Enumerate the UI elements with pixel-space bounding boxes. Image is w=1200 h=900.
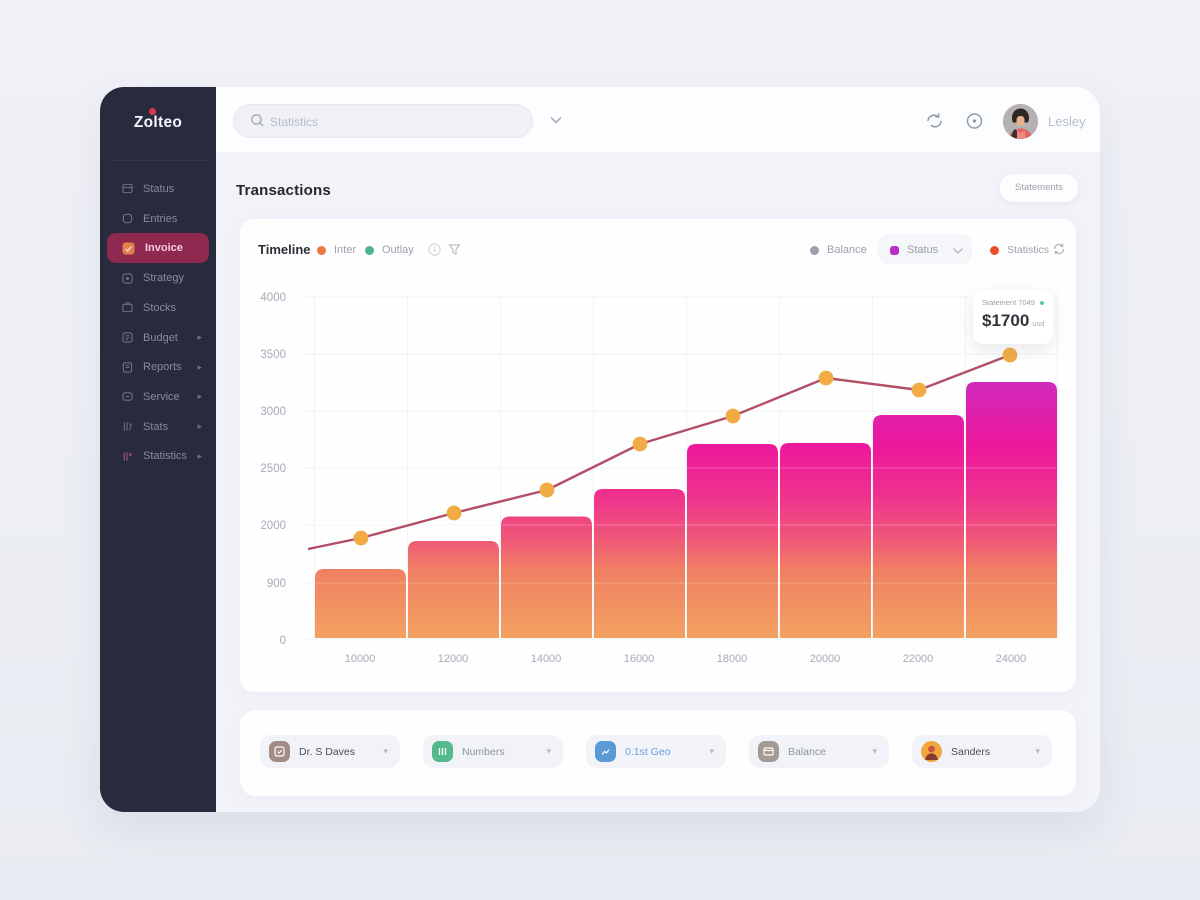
svg-text:22000: 22000 xyxy=(903,653,934,665)
svg-text:18000: 18000 xyxy=(717,653,748,665)
svg-text:14000: 14000 xyxy=(531,653,562,665)
svg-text:900: 900 xyxy=(267,578,286,590)
svg-text:4000: 4000 xyxy=(260,292,286,304)
svg-text:10000: 10000 xyxy=(345,653,376,665)
svg-text:24000: 24000 xyxy=(996,653,1027,665)
svg-text:12000: 12000 xyxy=(438,653,469,665)
svg-text:3500: 3500 xyxy=(260,349,286,361)
svg-text:2500: 2500 xyxy=(260,463,286,475)
svg-text:0: 0 xyxy=(280,635,286,647)
svg-text:2000: 2000 xyxy=(260,520,286,532)
svg-text:16000: 16000 xyxy=(624,653,655,665)
svg-text:3000: 3000 xyxy=(260,406,286,418)
svg-text:20000: 20000 xyxy=(810,653,841,665)
